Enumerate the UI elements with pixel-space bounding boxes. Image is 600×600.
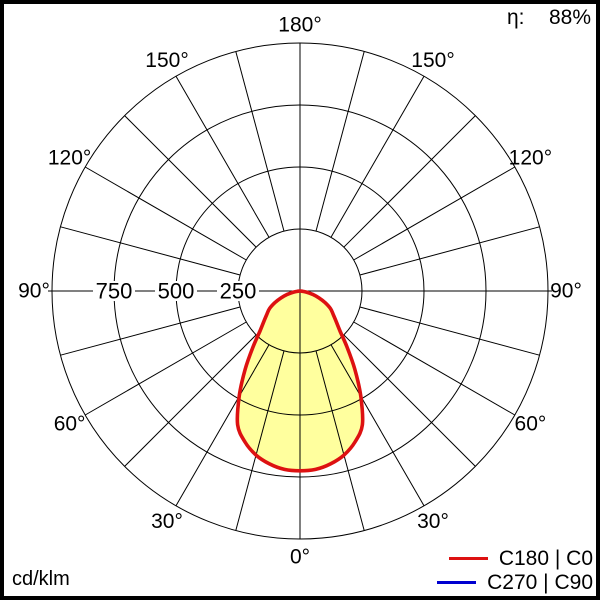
radial-tick-label: 750	[96, 279, 133, 304]
grid-spoke	[343, 334, 476, 467]
grid-spoke	[343, 115, 476, 248]
grid-spoke	[175, 75, 270, 238]
radial-tick-label: 500	[158, 279, 195, 304]
grid-spoke	[353, 166, 516, 261]
angle-label: 60°	[515, 413, 547, 436]
grid-spoke	[359, 306, 540, 356]
eta-label: η:	[507, 6, 525, 29]
intensity-curve	[235, 289, 365, 473]
grid-spoke	[330, 75, 425, 238]
angle-label: 180°	[278, 14, 321, 37]
angle-label: 30°	[151, 510, 183, 533]
grid-spoke	[353, 321, 516, 416]
legend-label-c270-c90: C270 | C90	[487, 570, 593, 594]
grid-spoke	[124, 115, 257, 248]
angle-label: 0°	[290, 546, 310, 569]
radial-tick-mask	[155, 281, 197, 301]
radial-tick-mask	[93, 281, 135, 301]
angle-label: 90°	[550, 280, 582, 303]
legend-line-c270-c90-icon	[437, 581, 477, 584]
grid-spoke	[175, 344, 270, 507]
angle-label: 60°	[54, 413, 86, 436]
grid-spoke	[315, 350, 365, 531]
angle-label: 150°	[411, 49, 454, 72]
efficiency-readout: η: 88%	[507, 6, 591, 30]
grid-spoke	[235, 51, 285, 232]
grid-spoke	[235, 350, 285, 531]
grid-spoke	[60, 226, 241, 276]
angle-label: 120°	[509, 147, 552, 170]
legend-item-c270-c90: C270 | C90	[437, 570, 593, 594]
grid-spoke	[359, 226, 540, 276]
legend-label-c180-c0: C180 | C0	[498, 546, 593, 570]
radial-tick-label: 250	[220, 279, 257, 304]
angle-label: 90°	[18, 280, 50, 303]
legend-line-c180-c0-icon	[448, 556, 488, 561]
legend-item-c180-c0: C180 | C0	[437, 546, 593, 570]
grid-spoke	[60, 306, 241, 356]
legend: C180 | C0 C270 | C90	[437, 546, 593, 594]
eta-value: 88%	[548, 6, 591, 29]
grid-spoke	[84, 321, 247, 416]
radial-tick-mask	[217, 281, 259, 301]
unit-label: cd/klm	[12, 568, 70, 590]
grid-spoke	[330, 344, 425, 507]
angle-label: 120°	[48, 147, 91, 170]
grid-spoke	[315, 51, 365, 232]
angle-label: 150°	[145, 49, 188, 72]
grid-spoke	[84, 166, 247, 261]
angle-label: 30°	[417, 510, 449, 533]
grid-spoke	[124, 334, 257, 467]
